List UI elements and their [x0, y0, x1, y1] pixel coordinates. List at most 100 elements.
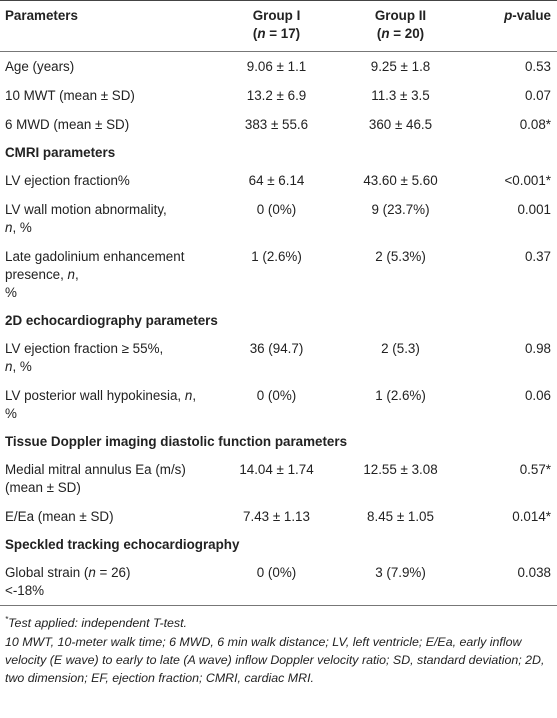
cell-p-age: 0.53 — [524, 59, 551, 74]
row-label-gs: Global strain (n = 26) <-18% — [0, 558, 212, 606]
row-label-lge-n: n — [67, 267, 75, 282]
footnote-marker: * — [5, 614, 9, 624]
row-label-lvef55-unit: , % — [12, 359, 32, 374]
row-label-lge-unit: % — [5, 285, 17, 300]
cell-p-lvpwh: 0.06 — [524, 388, 551, 403]
header-group-1: Group I (n = 17) — [252, 8, 301, 41]
cell-p-gs: 0.038 — [517, 565, 551, 580]
row-label-lvef: LV ejection fraction% — [5, 173, 130, 188]
cell-p-10mwt: 0.07 — [524, 88, 551, 103]
row-label-mmaea: Medial mitral annulus Ea (m/s) (mean ± S… — [5, 462, 186, 495]
section-heading-ste: Speckled tracking echocardiography — [5, 537, 240, 552]
row-label-gs-text: Global strain ( — [5, 565, 89, 580]
footnote-test: *Test applied: independent T-test. — [5, 614, 552, 632]
header-p-letter: p — [504, 8, 513, 23]
row-label-lvef55: LV ejection fraction ≥ 55%, n, % — [0, 334, 212, 381]
row-label-lvwma: LV wall motion abnormality, n, % — [0, 195, 212, 242]
row-label-lvwma-text: LV wall motion abnormality, — [5, 202, 167, 217]
table-row: LV ejection fraction ≥ 55%, n, % 36 (94.7… — [0, 334, 557, 381]
section-heading-tdi: Tissue Doppler imaging diastolic functio… — [5, 434, 348, 449]
row-label-lvpwh-n: n — [184, 388, 193, 403]
table-row: E/Ea (mean ± SD) 7.43 ± 1.13 8.45 ± 1.05… — [0, 502, 557, 531]
header-group-2-title: Group II — [374, 8, 427, 23]
results-table: Parameters Group I (n = 17) Group II (n … — [0, 0, 557, 606]
row-label-lge-text: Late gadolinium enhancement presence, — [5, 249, 185, 282]
table-row: 6 MWD (mean ± SD) 383 ± 55.6 360 ± 46.5 … — [0, 110, 557, 139]
header-group-1-title: Group I — [252, 8, 301, 23]
section-row: 2D echocardiography parameters — [0, 307, 557, 334]
table-row: Medial mitral annulus Ea (m/s) (mean ± S… — [0, 455, 557, 502]
header-row: Parameters Group I (n = 17) Group II (n … — [0, 0, 557, 52]
header-p-value: p-value — [460, 1, 557, 52]
row-label-6mwd: 6 MWD (mean ± SD) — [5, 117, 130, 132]
header-group-1-n: n — [257, 26, 266, 41]
row-label-lvpwh-text: LV posterior wall hypokinesia, — [5, 388, 182, 403]
cell-g1-lge: 1 (2.6%) — [251, 249, 302, 264]
row-label-lvwma-unit: , % — [12, 220, 32, 235]
section-row: Speckled tracking echocardiography — [0, 531, 557, 558]
cell-p-mmaea: 0.57* — [519, 462, 551, 477]
header-p-suffix: -value — [512, 8, 551, 23]
row-label-age: Age (years) — [5, 59, 75, 74]
footnote-test-text: Test applied: independent T-test. — [8, 616, 188, 630]
row-label-gs-n: n — [88, 565, 96, 580]
cell-g2-10mwt: 11.3 ± 3.5 — [371, 88, 430, 103]
header-group-2-count: = 20) — [393, 26, 425, 41]
cell-g2-gs: 3 (7.9%) — [375, 565, 426, 580]
header-group-2: Group II (n = 20) — [374, 8, 427, 41]
cell-p-lvef: <0.001* — [504, 173, 551, 188]
row-label-lvef55-text: LV ejection fraction ≥ 55%, — [5, 341, 164, 356]
cell-g1-age: 9.06 ± 1.1 — [246, 59, 307, 74]
section-row: Tissue Doppler imaging diastolic functio… — [0, 428, 557, 455]
row-label-lvpwh: LV posterior wall hypokinesia, n, % — [0, 381, 212, 428]
row-label-lvpwh-unit: , % — [5, 388, 197, 421]
cell-p-lvef55: 0.98 — [524, 341, 551, 356]
table-row: 10 MWT (mean ± SD) 13.2 ± 6.9 11.3 ± 3.5… — [0, 81, 557, 110]
cell-g2-lvef55: 2 (5.3) — [381, 341, 420, 356]
cell-g2-eea: 8.45 ± 1.05 — [367, 509, 434, 524]
cell-g2-mmaea: 12.55 ± 3.08 — [363, 462, 438, 477]
table-row: Global strain (n = 26) <-18% 0 (0%) 3 (7.… — [0, 558, 557, 606]
cell-g1-10mwt: 13.2 ± 6.9 — [246, 88, 307, 103]
cell-g1-lvef55: 36 (94.7) — [249, 341, 304, 356]
row-label-lge-comma: , — [75, 267, 79, 282]
cell-g1-gs: 0 (0%) — [256, 565, 297, 580]
section-heading-cmri: CMRI parameters — [5, 145, 116, 160]
row-label-lge: Late gadolinium enhancement presence, n,… — [0, 242, 212, 307]
cell-p-lvwma: 0.001 — [517, 202, 551, 217]
cell-g1-lvef: 64 ± 6.14 — [248, 173, 305, 188]
table-row: LV ejection fraction% 64 ± 6.14 43.60 ± … — [0, 166, 557, 195]
table-footnotes: *Test applied: independent T-test. 10 MW… — [0, 606, 557, 687]
cell-g2-age: 9.25 ± 1.8 — [370, 59, 431, 74]
row-label-lvef55-n: n — [5, 359, 13, 374]
cell-p-lge: 0.37 — [524, 249, 551, 264]
table-row: Late gadolinium enhancement presence, n,… — [0, 242, 557, 307]
footnote-abbreviations: 10 MWT, 10-meter walk time; 6 MWD, 6 min… — [5, 635, 545, 685]
cell-g2-6mwd: 360 ± 46.5 — [368, 117, 433, 132]
row-label-gs-threshold: <-18% — [5, 583, 45, 598]
row-label-lvwma-n: n — [5, 220, 13, 235]
cell-g2-lvpwh: 1 (2.6%) — [375, 388, 426, 403]
section-heading-echo: 2D echocardiography parameters — [5, 313, 218, 328]
row-label-eea: E/Ea (mean ± SD) — [5, 509, 114, 524]
cell-g1-6mwd: 383 ± 55.6 — [244, 117, 309, 132]
cell-g1-eea: 7.43 ± 1.13 — [243, 509, 310, 524]
table-row: LV posterior wall hypokinesia, n, % 0 (0… — [0, 381, 557, 428]
header-group-2-n: n — [381, 26, 390, 41]
cell-g1-lvwma: 0 (0%) — [256, 202, 297, 217]
cell-g1-mmaea: 14.04 ± 1.74 — [239, 462, 314, 477]
cell-p-eea: 0.014* — [512, 509, 551, 524]
cell-p-6mwd: 0.08* — [519, 117, 551, 132]
cell-g1-lvpwh: 0 (0%) — [256, 388, 297, 403]
cell-g2-lvwma: 9 (23.7%) — [371, 202, 430, 217]
cell-g2-lvef: 43.60 ± 5.60 — [363, 173, 438, 188]
header-group-1-count: = 17) — [269, 26, 301, 41]
table-row: Age (years) 9.06 ± 1.1 9.25 ± 1.8 0.53 — [0, 52, 557, 82]
header-parameters: Parameters — [5, 8, 78, 23]
row-label-10mwt: 10 MWT (mean ± SD) — [5, 88, 135, 103]
section-row: CMRI parameters — [0, 139, 557, 166]
row-label-gs-count: = 26) — [99, 565, 131, 580]
cell-g2-lge: 2 (5.3%) — [375, 249, 426, 264]
table-row: LV wall motion abnormality, n, % 0 (0%) 9… — [0, 195, 557, 242]
